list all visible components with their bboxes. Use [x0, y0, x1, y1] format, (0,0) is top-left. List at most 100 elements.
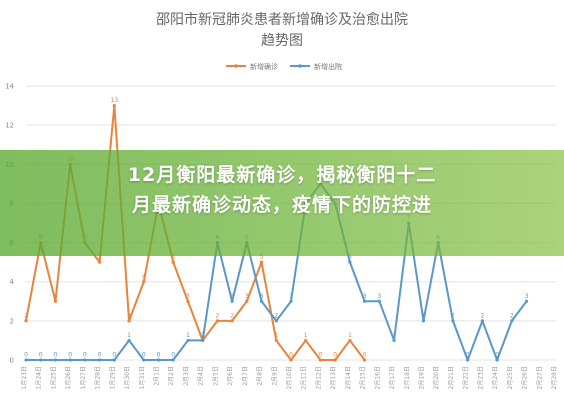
data-point	[274, 338, 278, 343]
data-label: 0	[68, 352, 72, 359]
data-label: 0	[54, 352, 58, 359]
data-label: 3	[260, 293, 264, 300]
x-tick-label: 2月27日	[536, 366, 543, 389]
x-tick-label: 2月24日	[492, 366, 499, 389]
data-point	[245, 299, 249, 303]
data-label: 0	[171, 352, 175, 359]
data-label: 1	[186, 332, 190, 339]
data-label: 5	[348, 254, 352, 261]
data-point	[24, 319, 28, 323]
data-point	[230, 299, 234, 303]
data-label: 2	[127, 312, 131, 319]
x-tick-label: 1月28日	[95, 366, 102, 389]
data-label: 4	[142, 273, 146, 280]
data-label: 2	[451, 312, 455, 319]
x-axis-ticks: 1月23日 1月24日 1月25日 1月26日 1月27日 1月28日 1月29日 1月30日…	[21, 366, 558, 389]
x-tick-label: 2月4日	[198, 366, 205, 386]
data-point	[127, 319, 131, 323]
headline-line-2: 月最新确诊动态，疫情下的防控进	[131, 194, 432, 216]
y-tick-label: 14	[5, 83, 14, 91]
data-point	[127, 338, 131, 343]
legend-marker-confirmed	[234, 64, 238, 68]
data-label: 3	[525, 293, 529, 300]
data-label: 3	[377, 293, 381, 300]
legend-label-confirmed: 新增确诊	[250, 62, 278, 71]
x-tick-label: 2月10日	[286, 366, 293, 389]
data-label: 5	[171, 254, 175, 261]
data-label: 0	[333, 352, 337, 359]
data-point	[201, 338, 205, 343]
x-tick-label: 2月3日	[183, 366, 190, 386]
x-tick-label: 2月23日	[477, 366, 484, 389]
data-label: 3	[186, 293, 190, 300]
data-label: 0	[142, 352, 146, 359]
x-tick-label: 1月30日	[124, 366, 131, 389]
data-point	[304, 338, 308, 343]
data-label: 0	[39, 352, 43, 359]
data-point	[186, 299, 190, 303]
data-point	[289, 299, 293, 303]
data-point	[318, 358, 323, 362]
data-label: 1	[348, 332, 352, 339]
data-point	[421, 319, 426, 323]
data-point	[466, 358, 470, 362]
chart-title-line-1: 邵阳市新冠肺炎患者新增确诊及治愈出院	[156, 11, 408, 28]
x-tick-label: 2月18日	[404, 366, 411, 389]
data-point	[230, 319, 234, 323]
data-point	[451, 319, 455, 323]
data-label: 1	[392, 332, 396, 339]
data-point	[142, 280, 146, 284]
data-point	[392, 338, 396, 343]
data-label: 1	[274, 332, 278, 339]
data-label: 0	[24, 352, 28, 359]
data-point	[171, 358, 175, 362]
y-tick-label: 0	[10, 357, 14, 365]
x-tick-label: 2月11日	[301, 366, 308, 389]
x-tick-label: 1月23日	[21, 366, 28, 389]
x-tick-label: 1月26日	[65, 366, 72, 389]
data-point	[259, 260, 264, 264]
x-tick-label: 2月17日	[389, 366, 396, 389]
data-point	[495, 358, 499, 362]
data-label: 2	[510, 312, 514, 319]
data-point	[53, 299, 58, 303]
data-label: 0	[319, 352, 323, 359]
x-tick-label: 2月19日	[419, 366, 426, 389]
x-tick-label: 2月12日	[315, 366, 322, 389]
data-point	[274, 319, 278, 323]
x-tick-label: 2月6日	[227, 366, 234, 386]
legend: 新增确诊 新增出院	[226, 62, 342, 71]
data-point	[112, 358, 116, 362]
x-tick-label: 1月27日	[80, 366, 87, 389]
data-label: 3	[54, 293, 58, 300]
data-label: 3	[289, 293, 293, 300]
headline-text[interactable]: 12月衡阳最新确诊，揭秘衡阳十二 月最新确诊动态，疫情下的防控进	[0, 160, 564, 220]
data-label: 2	[215, 312, 219, 319]
y-tick-label: 12	[5, 122, 14, 130]
legend-label-discharged: 新增出院	[314, 62, 342, 71]
data-label: 0	[83, 352, 87, 359]
data-label: 2	[480, 312, 484, 319]
x-tick-label: 2月15日	[360, 366, 367, 389]
data-label: 3	[230, 293, 234, 300]
x-tick-label: 2月16日	[374, 366, 381, 389]
data-point	[186, 338, 190, 343]
x-tick-label: 1月25日	[50, 366, 57, 389]
data-label: 5	[98, 254, 102, 261]
data-point	[363, 358, 367, 362]
x-tick-label: 2月14日	[345, 366, 352, 389]
x-tick-label: 1月31日	[139, 366, 146, 389]
data-point	[215, 319, 219, 323]
data-label: 0	[466, 352, 470, 359]
chart-title-line-2: 趋势图	[261, 33, 303, 49]
data-label: 2	[274, 312, 278, 319]
x-tick-label: 2月8日	[257, 366, 264, 386]
x-tick-label: 2月5日	[212, 366, 219, 386]
x-tick-label: 2月21日	[448, 366, 455, 389]
x-tick-label: 2月1日	[154, 366, 161, 386]
data-label: 1	[304, 332, 308, 339]
data-point	[112, 103, 116, 108]
headline-banner	[0, 150, 564, 256]
data-label: 2	[230, 312, 234, 319]
data-label: 13	[111, 97, 119, 104]
